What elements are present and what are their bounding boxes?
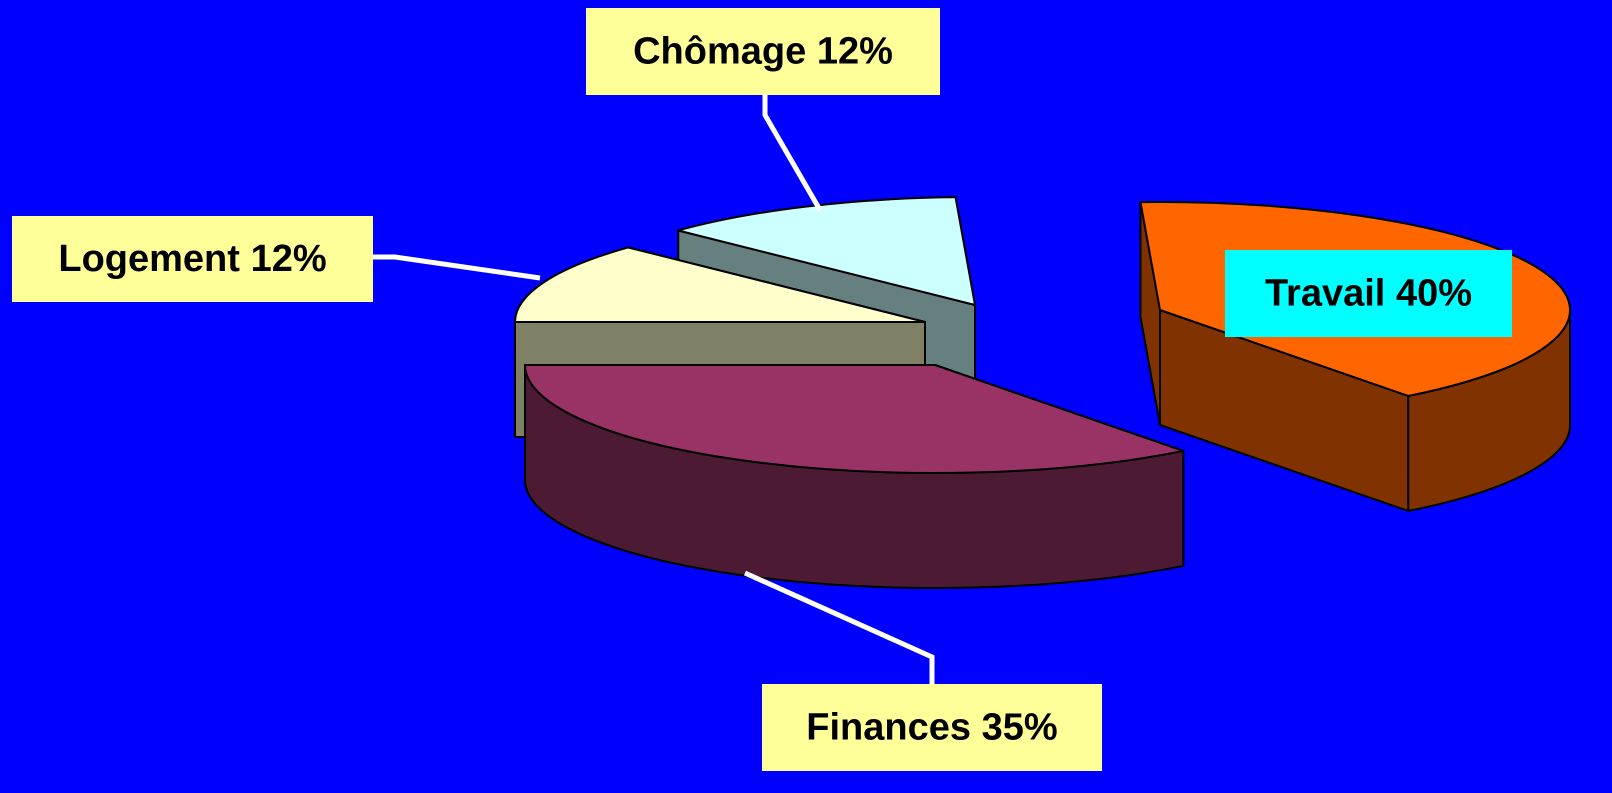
data-label: Chômage 12% bbox=[633, 31, 893, 73]
slice bbox=[514, 246, 926, 323]
leader-line bbox=[743, 570, 935, 684]
leader-line bbox=[373, 254, 541, 281]
label-box bbox=[586, 8, 940, 95]
label-box bbox=[762, 684, 1102, 771]
slice bbox=[524, 364, 1185, 474]
value-label: 12% bbox=[251, 238, 327, 280]
category-name: Chômage bbox=[633, 31, 806, 73]
value-label: 12% bbox=[817, 31, 893, 73]
data-label: Finances 35% bbox=[806, 707, 1057, 749]
leader-line bbox=[762, 95, 823, 212]
label-box bbox=[12, 216, 373, 302]
label-box bbox=[1225, 250, 1512, 337]
data-label: Travail 40% bbox=[1265, 273, 1472, 315]
category-name: Finances bbox=[806, 707, 971, 749]
category-name: Logement bbox=[58, 238, 240, 280]
value-label: 40% bbox=[1396, 273, 1472, 315]
slice bbox=[677, 196, 976, 306]
category-name: Travail bbox=[1265, 273, 1385, 315]
value-label: 35% bbox=[982, 707, 1058, 749]
labels: Finances 35% Travail 40% Chômage 12% Logement 1… bbox=[12, 8, 1512, 771]
data-label: Logement 12% bbox=[58, 238, 326, 280]
